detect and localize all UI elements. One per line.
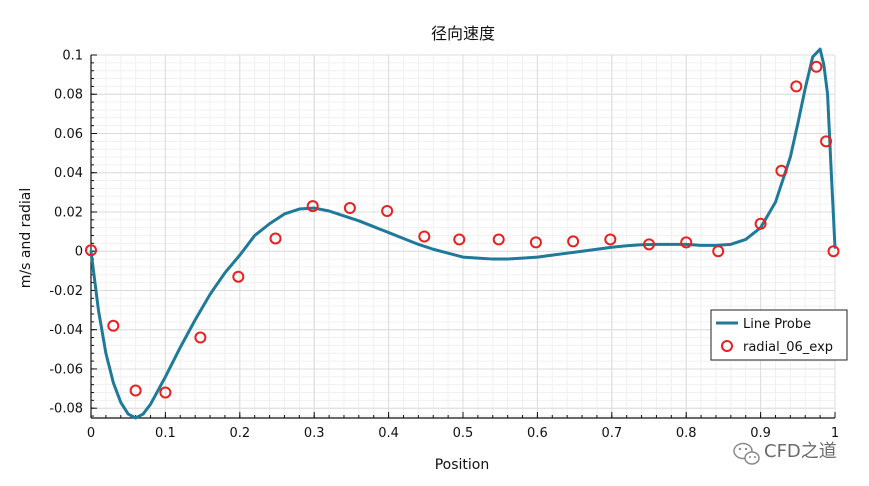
y-axis-ticks: -0.08 -0.06 -0.04 -0.02 0 0.02 0.04 0.06 0.08 0.1 — [49, 49, 97, 417]
x-tick-label: 0.9 — [750, 426, 771, 441]
chart-legend: Line Probe radial_06_exp — [710, 309, 848, 361]
line-probe-curve — [89, 47, 837, 420]
data-point — [529, 236, 542, 249]
y-tick-label: 0.06 — [54, 127, 83, 142]
data-point — [129, 384, 142, 397]
legend-label-line-probe: Line Probe — [743, 317, 811, 332]
data-point — [159, 386, 172, 399]
y-tick-label: -0.04 — [49, 323, 83, 338]
data-point — [754, 217, 767, 230]
y-tick-label: 0.04 — [54, 166, 83, 181]
y-tick-label: -0.02 — [49, 284, 83, 299]
data-point — [343, 202, 356, 215]
x-tick-label: 0.6 — [527, 426, 548, 441]
wechat-icon — [733, 442, 760, 465]
x-tick-label: 0 — [87, 426, 95, 441]
x-tick-label: 0.8 — [676, 426, 697, 441]
data-point — [567, 235, 580, 248]
legend-box — [710, 309, 848, 361]
y-tick-label: 0.08 — [54, 88, 83, 103]
data-point — [790, 80, 803, 93]
x-axis-ticks: 0 0.1 0.2 0.3 0.4 0.5 0.6 0.7 0.8 0.9 1 — [87, 412, 839, 441]
watermark: CFD之道 — [733, 441, 837, 465]
y-axis-label: m/s and radial — [18, 188, 34, 288]
x-tick-label: 0.3 — [304, 426, 325, 441]
data-point — [85, 244, 97, 257]
y-tick-label: 0.02 — [54, 205, 83, 220]
data-point — [604, 233, 617, 246]
data-point — [418, 230, 431, 243]
line-probe-series — [89, 47, 837, 420]
x-tick-label: 1 — [831, 426, 839, 441]
x-tick-label: 0.7 — [601, 426, 622, 441]
data-point — [810, 60, 823, 73]
radial-exp-series — [85, 60, 840, 399]
data-point — [453, 233, 466, 246]
x-tick-label: 0.1 — [155, 426, 176, 441]
data-point — [381, 204, 394, 217]
data-point — [827, 245, 840, 258]
legend-marker-swatch — [721, 340, 733, 352]
y-tick-label: -0.06 — [49, 362, 83, 377]
x-axis-label: Position — [435, 457, 490, 473]
data-point — [492, 233, 505, 246]
data-point — [775, 164, 788, 177]
data-point — [107, 319, 120, 332]
data-point — [680, 236, 693, 249]
y-tick-label: 0 — [75, 245, 83, 260]
watermark-text: CFD之道 — [764, 441, 837, 462]
data-point — [820, 135, 833, 148]
data-point — [643, 238, 655, 251]
legend-label-radial-exp: radial_06_exp — [743, 340, 833, 355]
data-point — [232, 270, 245, 283]
data-point — [306, 200, 319, 213]
x-tick-label: 0.2 — [229, 426, 250, 441]
chart-title: 径向速度 — [431, 24, 495, 43]
y-tick-label: 0.1 — [62, 49, 83, 64]
x-tick-label: 0.4 — [378, 426, 399, 441]
y-tick-label: -0.08 — [49, 402, 83, 417]
data-point — [269, 232, 282, 245]
x-tick-label: 0.5 — [453, 426, 474, 441]
data-point — [712, 245, 725, 258]
data-point — [194, 331, 207, 344]
